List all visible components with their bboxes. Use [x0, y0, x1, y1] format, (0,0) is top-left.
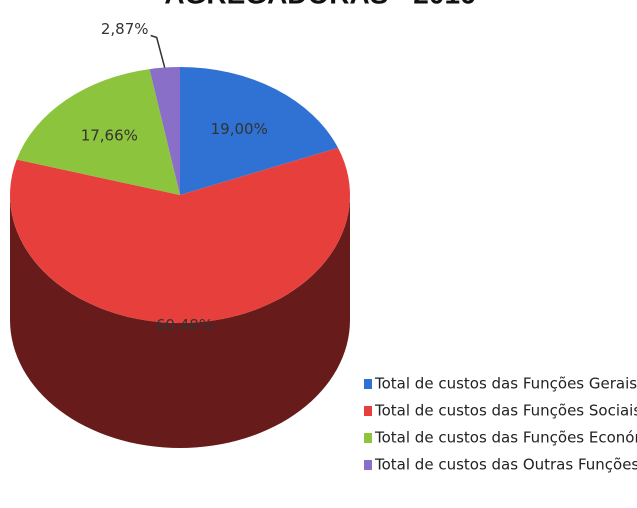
data-label: 2,87%: [101, 20, 149, 38]
slice: [180, 67, 339, 195]
slice: [149, 67, 180, 195]
legend-label: Total de custos das Funções Gerais: [374, 375, 637, 393]
legend-swatch: [364, 406, 372, 416]
legend-label: Total de custos das Funções Sociais: [374, 402, 637, 420]
slice: [16, 69, 181, 195]
leader-line: [150, 34, 166, 68]
chart-title: AGREGADORAS - 2016: [164, 0, 475, 9]
legend-swatch: [364, 460, 372, 470]
slice-side: [10, 195, 350, 448]
legend-swatch: [364, 433, 372, 443]
legend-swatch: [364, 379, 372, 389]
legend-label: Total de custos das Funções Económicas: [374, 429, 637, 447]
data-label: 19,00%: [211, 120, 268, 138]
data-label: 60,48%: [156, 316, 213, 334]
legend-label: Total de custos das Outras Funções: [374, 456, 637, 474]
data-label: 17,66%: [81, 127, 138, 145]
slice: [10, 147, 351, 323]
